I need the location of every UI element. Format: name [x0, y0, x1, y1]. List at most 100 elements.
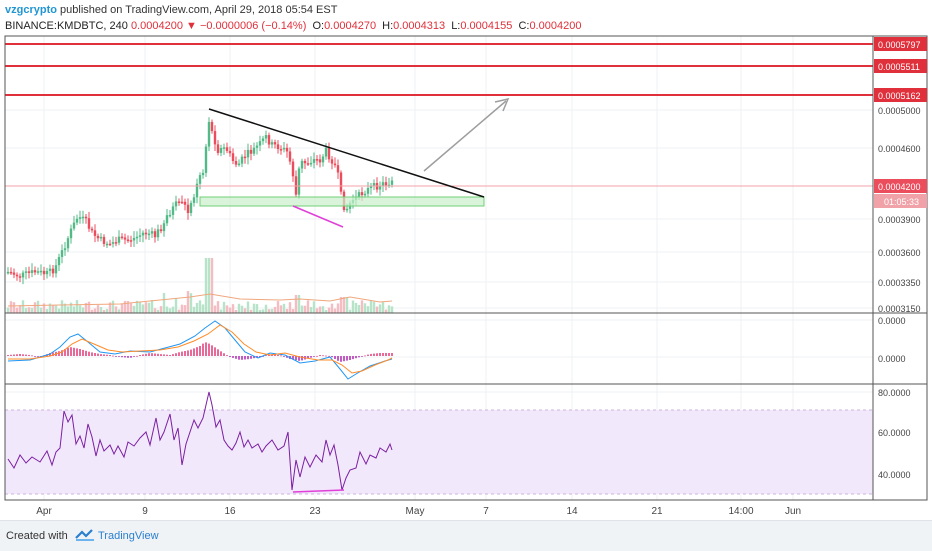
candle-body — [141, 232, 145, 236]
candle-body — [318, 159, 322, 163]
chart-canvas[interactable]: 0.0005000 0.0004600 0.0004200 0.0003900 0.00… — [0, 0, 932, 520]
macd-histogram-bar — [139, 355, 141, 356]
candle-body — [54, 265, 58, 274]
support-zone[interactable] — [199, 196, 485, 207]
tradingview-brand-link[interactable]: TradingView — [98, 530, 159, 542]
macd-histogram-bar — [358, 356, 360, 358]
volume-bar — [246, 301, 250, 313]
volume-bar — [75, 300, 79, 313]
candle-body — [210, 121, 214, 132]
macd-histogram-bar — [373, 353, 375, 356]
volume-bar — [39, 307, 43, 313]
candle-body — [309, 162, 313, 165]
projection-arrow[interactable] — [423, 100, 507, 172]
candle-body — [204, 146, 208, 173]
time-tick-label: 14:00 — [728, 506, 753, 517]
resistance-price-tag[interactable]: 0.0005162 — [874, 88, 927, 102]
volume-bar — [279, 305, 283, 313]
candle-body — [345, 208, 349, 211]
candle-body — [69, 228, 73, 239]
macd-histogram-bar — [277, 354, 279, 356]
candle-body — [93, 230, 97, 236]
candle-body — [183, 201, 187, 205]
rsi-divergence-line[interactable] — [292, 489, 345, 493]
volume-bar — [66, 306, 70, 313]
macd-histogram-bar — [124, 356, 126, 358]
candle-body — [159, 229, 163, 232]
tradingview-logo-icon[interactable] — [74, 528, 96, 542]
countdown-label: 01:05:33 — [884, 197, 919, 207]
resistance-tag-bg — [874, 59, 927, 73]
candle-body — [303, 160, 307, 164]
candle-body — [306, 163, 310, 165]
macd-histogram-bar — [199, 346, 201, 356]
high-value: 0.0004313 — [393, 20, 446, 32]
macd-histogram-bar — [238, 356, 240, 360]
macd-histogram-bar — [25, 354, 27, 356]
candle-body — [144, 232, 148, 235]
candle-body — [300, 160, 304, 169]
volume-bar — [141, 304, 145, 313]
macd-histogram-bar — [130, 356, 132, 358]
volume-bar — [144, 302, 148, 313]
candle-body — [381, 182, 385, 187]
time-axis[interactable]: Apr 9 16 23 May 7 14 21 14:00 Jun — [36, 506, 801, 517]
candle-body — [27, 271, 31, 273]
volume-bar — [231, 304, 235, 313]
macd-histogram-bar — [109, 355, 111, 356]
volume-bar — [378, 304, 382, 313]
descending-trendline[interactable] — [208, 108, 485, 198]
candle-body — [270, 142, 274, 145]
time-tick-label: 21 — [651, 506, 663, 517]
volume-bar — [21, 300, 25, 313]
candle-body — [336, 165, 340, 173]
volume-bar — [33, 302, 37, 313]
candle-body — [42, 270, 46, 275]
resistance-price-tag[interactable]: 0.0005511 — [874, 59, 927, 73]
macd-histogram-bar — [163, 354, 165, 356]
open-value: 0.0004270 — [324, 20, 377, 32]
candle-body — [45, 270, 49, 275]
resistance-tag-label: 0.0005162 — [878, 91, 921, 101]
close-label: C: — [518, 20, 530, 32]
volume-bar — [237, 303, 241, 313]
candle-body — [165, 215, 169, 224]
candle-body — [117, 236, 121, 243]
volume-bar — [327, 307, 331, 313]
macd-histogram-bar — [220, 351, 222, 356]
macd-histogram-bar — [19, 354, 21, 356]
macd-histogram-bar — [10, 354, 12, 356]
candle-body — [261, 138, 265, 142]
volume-bar — [69, 302, 73, 313]
macd-histogram-bar — [115, 356, 117, 357]
candle-body — [276, 144, 280, 150]
macd-histogram-bar — [250, 356, 252, 359]
price-divergence-line[interactable] — [292, 205, 344, 228]
candle-body — [264, 135, 268, 139]
volume-bar — [24, 308, 28, 313]
signal-line — [8, 324, 393, 374]
macd-histogram-bar — [376, 353, 378, 356]
volume-bar — [303, 305, 307, 313]
candle-body — [132, 237, 136, 241]
macd-histogram-bar — [28, 354, 30, 356]
macd-histogram-bar — [382, 353, 384, 356]
macd-histogram-bar — [328, 355, 330, 357]
resistance-price-tag[interactable]: 0.0005797 — [874, 37, 927, 51]
volume-bar — [201, 304, 205, 313]
macd-panel — [7, 320, 393, 380]
macd-histogram-bar — [223, 353, 225, 356]
macd-histogram-bar — [391, 353, 393, 356]
candle-body — [189, 202, 193, 214]
volume-bar — [291, 308, 295, 313]
volume-bar — [123, 300, 127, 313]
volume-bar — [12, 302, 16, 313]
current-price-tag[interactable] — [874, 179, 927, 193]
candle-body — [96, 235, 100, 239]
macd-histogram-bar — [142, 354, 144, 356]
candle-body — [201, 172, 205, 176]
price-axis[interactable]: 0.0005000 0.0004600 0.0004200 0.0003900 0.00… — [874, 37, 927, 480]
candle-body — [228, 150, 232, 154]
candle-body — [51, 268, 55, 274]
author-link[interactable]: vzgcrypto — [5, 4, 57, 16]
